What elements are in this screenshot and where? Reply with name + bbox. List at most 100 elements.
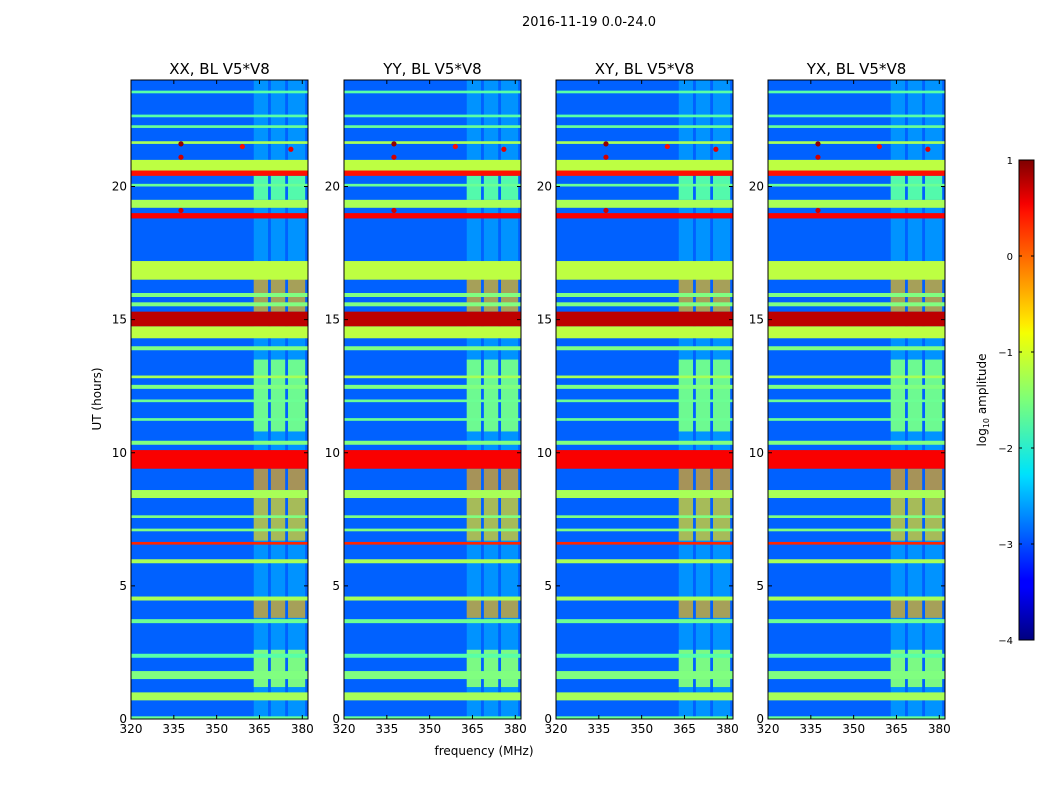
broadband-band bbox=[556, 141, 733, 144]
y-tick-label: 5 bbox=[544, 579, 552, 593]
broadband-band bbox=[556, 293, 733, 297]
point-source bbox=[239, 143, 245, 150]
y-tick-label: 0 bbox=[756, 712, 764, 726]
broadband-band bbox=[131, 346, 308, 351]
rfi-block-cell bbox=[890, 599, 906, 618]
broadband-band bbox=[344, 326, 521, 339]
panel-title: XX, BL V5*V8 bbox=[169, 60, 270, 78]
y-tick-label: 10 bbox=[112, 446, 127, 460]
x-tick-label: 365 bbox=[885, 722, 908, 736]
broadband-band bbox=[344, 399, 521, 403]
broadband-band bbox=[344, 183, 521, 187]
rfi-block-cell bbox=[288, 175, 306, 200]
broadband-band bbox=[131, 159, 308, 171]
broadband-band bbox=[344, 716, 521, 719]
broadband-band bbox=[344, 346, 521, 351]
colorbar-tick-label: 0 bbox=[1007, 252, 1013, 263]
broadband-band bbox=[131, 199, 308, 208]
broadband-band bbox=[768, 326, 945, 339]
broadband-band bbox=[344, 596, 521, 601]
broadband-band bbox=[768, 418, 945, 421]
broadband-band bbox=[556, 170, 733, 176]
broadband-band bbox=[344, 302, 521, 307]
y-tick-label: 0 bbox=[332, 712, 340, 726]
broadband-band bbox=[556, 114, 733, 118]
broadband-band bbox=[131, 125, 308, 128]
colorbar-tick-label: −3 bbox=[998, 540, 1013, 551]
broadband-band bbox=[344, 141, 521, 144]
broadband-band bbox=[131, 261, 308, 280]
broadband-band bbox=[344, 90, 521, 94]
y-tick-label: 10 bbox=[749, 446, 764, 460]
point-source bbox=[664, 143, 670, 150]
broadband-band bbox=[768, 671, 945, 680]
x-axis-label: frequency (MHz) bbox=[434, 744, 533, 758]
broadband-band bbox=[131, 384, 308, 389]
point-source bbox=[178, 141, 184, 147]
point-source bbox=[925, 146, 931, 152]
rfi-block-cell bbox=[695, 599, 711, 618]
panel-frame bbox=[343, 79, 522, 720]
broadband-band bbox=[556, 541, 733, 545]
broadband-band bbox=[344, 692, 521, 701]
broadband-band bbox=[556, 213, 733, 219]
broadband-band bbox=[768, 90, 945, 94]
panel-title: XY, BL V5*V8 bbox=[595, 60, 695, 78]
broadband-band bbox=[344, 653, 521, 658]
x-tick-label: 365 bbox=[461, 722, 484, 736]
colorbar-tick-label: 1 bbox=[1007, 156, 1013, 167]
broadband-band bbox=[556, 716, 733, 719]
panel-4: YX, BL V5*V8 320 335 350 365 380 0 5 10 15 20 bbox=[749, 60, 951, 736]
broadband-band bbox=[131, 213, 308, 219]
broadband-band bbox=[131, 375, 308, 379]
broadband-band bbox=[768, 293, 945, 297]
x-tick-label: 380 bbox=[504, 722, 527, 736]
broadband-band bbox=[344, 199, 521, 208]
point-source bbox=[501, 146, 507, 152]
broadband-band bbox=[556, 671, 733, 680]
broadband-band bbox=[556, 311, 733, 327]
panel-frame bbox=[130, 79, 309, 720]
broadband-band bbox=[131, 596, 308, 601]
broadband-band bbox=[131, 716, 308, 719]
colorbar-tick-label: −1 bbox=[998, 348, 1013, 359]
broadband-band bbox=[556, 619, 733, 624]
broadband-band bbox=[768, 302, 945, 307]
colorbar-ticks: 1 0 −1 −2 −3 −4 bbox=[998, 156, 1034, 647]
x-tick-label: 335 bbox=[587, 722, 610, 736]
broadband-band bbox=[556, 596, 733, 601]
panel-title: YX, BL V5*V8 bbox=[806, 60, 907, 78]
panel-frame bbox=[555, 79, 734, 720]
broadband-band bbox=[131, 141, 308, 144]
broadband-band bbox=[768, 559, 945, 564]
point-source bbox=[452, 143, 458, 150]
broadband-band bbox=[344, 170, 521, 176]
rfi-block-cell bbox=[270, 599, 286, 618]
rfi-block-cell bbox=[890, 468, 906, 491]
panel-1: XX, BL V5*V8 320 335 350 365 380 0 5 10 15 20 bbox=[112, 60, 314, 736]
broadband-band bbox=[556, 375, 733, 379]
y-tick-label: 10 bbox=[325, 446, 340, 460]
y-tick-label: 0 bbox=[544, 712, 552, 726]
y-tick-label: 20 bbox=[112, 180, 127, 194]
rfi-block-cell bbox=[270, 175, 286, 200]
panel-frame bbox=[767, 79, 946, 720]
broadband-band bbox=[768, 440, 945, 445]
y-tick-label: 15 bbox=[325, 313, 340, 327]
broadband-band bbox=[131, 293, 308, 297]
y-tick-label: 5 bbox=[119, 579, 127, 593]
x-tick-label: 320 bbox=[757, 722, 780, 736]
rfi-block-cell bbox=[907, 175, 923, 200]
point-source bbox=[391, 141, 397, 147]
x-tick-label: 320 bbox=[120, 722, 143, 736]
broadband-band bbox=[131, 653, 308, 658]
broadband-band bbox=[131, 515, 308, 518]
point-source bbox=[603, 141, 609, 147]
broadband-band bbox=[344, 125, 521, 128]
y-tick-label: 20 bbox=[325, 180, 340, 194]
broadband-band bbox=[344, 528, 521, 532]
rfi-block-cell bbox=[466, 599, 482, 618]
rfi-block-cell bbox=[925, 599, 943, 618]
